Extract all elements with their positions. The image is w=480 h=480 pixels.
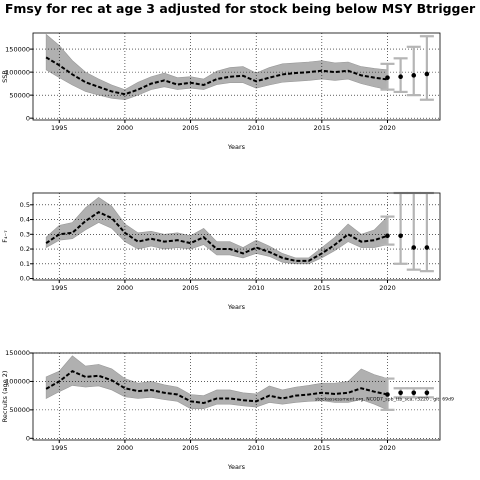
x-tick-label: 2005: [182, 284, 199, 292]
x-axis-label: Years: [227, 463, 246, 471]
forecast-point: [398, 74, 403, 80]
x-tick-label: 1995: [51, 124, 68, 132]
y-tick-label: 100000: [5, 68, 30, 76]
y-tick-label: 50000: [9, 406, 30, 414]
y-tick-label: 0.4: [20, 216, 30, 224]
x-tick-label: 2020: [379, 284, 396, 292]
x-tick-label: 2010: [248, 444, 265, 452]
watermark-text: stockassessment.org, NCOD7_spb_ttb_sca, …: [315, 397, 454, 403]
x-tick-label: 2005: [182, 444, 199, 452]
y-tick-label: 0.3: [20, 230, 30, 238]
forecast-point: [385, 233, 390, 239]
forecast-point: [424, 71, 430, 77]
x-tick-label: 2010: [248, 284, 265, 292]
estimate-line: [45, 211, 388, 262]
y-tick-label: 150000: [5, 45, 30, 53]
x-tick-label: 2000: [117, 284, 134, 292]
y-tick-label: 0.5: [20, 201, 30, 209]
ssb-panel: 1995 2000 2005 2010 2015 2020 0 50000 100000 1500…: [1, 32, 441, 151]
fishing-mortality-panel: 1995 2000 2005 2010 2015 2020 0.0 0.1 0.2 0.3 0.4 0…: [1, 191, 441, 311]
y-axis-label: F₄₋₇: [1, 230, 9, 243]
forecast-point: [424, 390, 430, 396]
x-axis-label: Years: [227, 143, 246, 151]
y-axis-label: Recruits (age 2): [1, 371, 9, 423]
y-tick-label: 150000: [5, 349, 30, 357]
forecast-point: [385, 75, 390, 80]
x-tick-label: 2020: [379, 124, 396, 132]
y-tick-label: 50000: [9, 91, 30, 99]
y-tick-label: 100000: [5, 378, 30, 386]
plot-frame: [32, 192, 441, 281]
forecast-point: [424, 245, 430, 250]
x-tick-label: 2010: [248, 124, 265, 132]
x-tick-label: 1995: [51, 284, 68, 292]
forecast-point: [385, 392, 390, 397]
x-tick-label: 2015: [314, 284, 331, 292]
recruits-panel: 1995 2000 2005 2010 2015 2020 0 50000 100000 1500…: [1, 349, 441, 471]
chart-title: Fmsy for rec at age 3 adjusted for stock…: [5, 1, 476, 16]
x-tick-label: 2020: [379, 444, 396, 452]
estimate-line: [45, 56, 388, 96]
plot-frame: [32, 32, 441, 121]
y-tick-label: 0.0: [20, 275, 30, 283]
forecast-point: [398, 390, 403, 396]
forecast-point: [411, 245, 417, 250]
y-tick-label: 0: [26, 434, 30, 442]
x-tick-label: 2000: [117, 124, 134, 132]
estimate-line: [45, 370, 388, 405]
forecast-point: [411, 73, 417, 78]
x-axis-label: Years: [227, 303, 246, 311]
y-tick-label: 0: [26, 114, 30, 122]
y-axis-label: SSB: [1, 70, 9, 83]
x-tick-label: 2005: [182, 124, 199, 132]
x-tick-label: 2000: [117, 444, 134, 452]
x-tick-label: 1995: [51, 444, 68, 452]
plot-frame: [32, 352, 441, 441]
x-tick-label: 2015: [314, 444, 331, 452]
y-tick-label: 0.1: [20, 260, 30, 268]
forecast-point: [411, 390, 417, 396]
forecast-point: [398, 233, 403, 239]
y-tick-label: 0.2: [20, 245, 30, 253]
x-tick-label: 2015: [314, 124, 331, 132]
